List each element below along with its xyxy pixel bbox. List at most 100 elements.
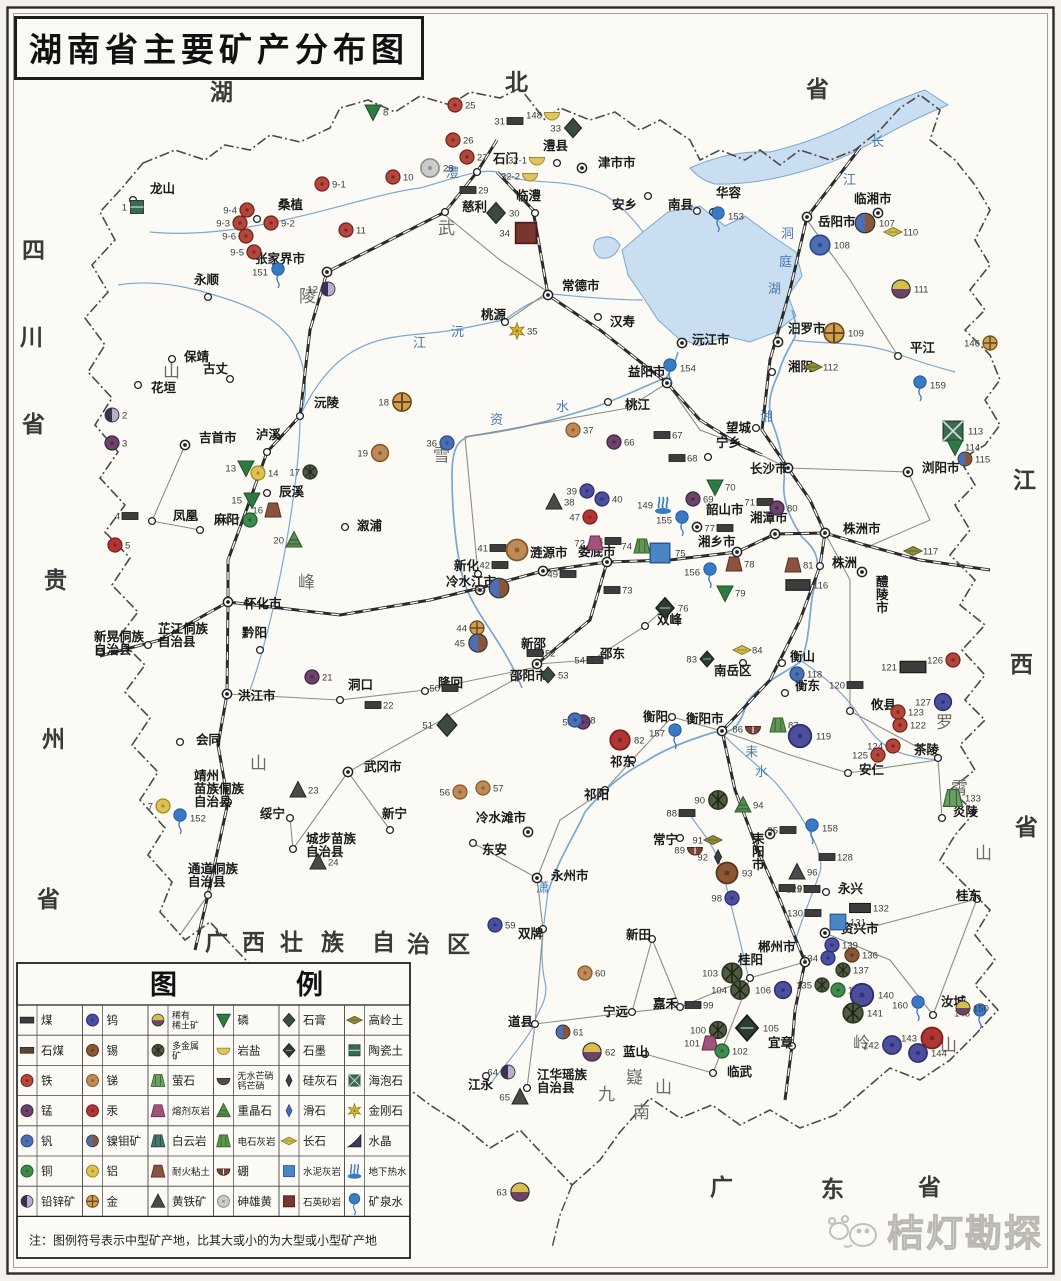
point-number: 122: [910, 721, 926, 732]
river-line: [799, 659, 939, 761]
city-marker-county: [95, 647, 105, 657]
mineral-symbol-coal: [491, 561, 509, 569]
city-marker-major: [872, 207, 884, 219]
point-number: 2: [122, 411, 127, 422]
mineral-symbol-pyrite: [309, 852, 327, 870]
mineral-symbol-pbzn: [320, 281, 336, 297]
point-number: 139: [842, 941, 858, 952]
point-number: 33: [550, 124, 561, 135]
legend-symbol-cement: [283, 1165, 295, 1178]
legend-symbol-iron: [20, 1074, 34, 1087]
mineral-symbol-tungsten: [820, 950, 836, 966]
point-number: 68: [687, 454, 698, 465]
city-label: 江华瑶族自治县: [537, 1067, 588, 1095]
legend-label: 岩盐: [238, 1043, 261, 1057]
mountain-label: 武: [438, 219, 455, 238]
mineral-symbol-spring: [973, 1003, 987, 1030]
legend-symbol-dolomite: [150, 1134, 166, 1148]
point-number: 61: [573, 1028, 584, 1039]
city-marker-county: [640, 1049, 650, 1059]
mineral-symbol-cement: [829, 913, 847, 931]
city-label: 泸溪: [256, 427, 282, 442]
mineral-symbol-iron: [885, 738, 901, 754]
point-number: 108: [834, 241, 850, 252]
city-marker-county: [195, 525, 205, 535]
city-marker-county: [262, 447, 272, 457]
point-number: 135: [796, 981, 812, 992]
point-number: 70: [725, 483, 736, 494]
city-marker-county: [473, 569, 483, 579]
city-label: 双牌: [517, 926, 544, 941]
mineral-symbol-cement: [649, 542, 671, 564]
point-number: 148: [526, 111, 542, 122]
city-marker-county: [667, 712, 677, 722]
point-number: 32-1: [508, 156, 527, 167]
point-number: 72: [574, 539, 585, 550]
mineral-symbol-antimony: [475, 780, 491, 796]
river-label: 长: [871, 134, 884, 149]
legend-symbol-nimo: [86, 1134, 99, 1148]
point-number: 43: [474, 584, 485, 595]
mineral-symbol-tungsten: [487, 917, 503, 933]
mineral-symbol-aluminum: [250, 465, 266, 481]
mineral-symbol-feldspar: [882, 226, 904, 238]
mineral-symbol-feldspar: [731, 644, 753, 656]
mineral-symbol-gem: [508, 321, 526, 341]
city-label: 靖州苗族侗族自治县: [194, 768, 245, 809]
legend-label: 铁: [41, 1075, 53, 1088]
city-marker-major: [531, 658, 543, 670]
city-label: 浏阳市: [922, 460, 960, 475]
mineral-symbol-gypsum: [540, 666, 556, 684]
city-label: 保靖: [183, 349, 210, 364]
legend-label: 锰: [41, 1104, 53, 1118]
legend-label: 黄铁矿: [172, 1194, 207, 1208]
legend-label: 陶瓷土: [369, 1043, 404, 1057]
mountain-label: 雪: [433, 446, 450, 465]
city-label: 醴陵市: [876, 574, 889, 615]
mineral-symbol-iron: [314, 176, 330, 192]
mineral-symbol-phos: [243, 492, 261, 510]
point-number: 24: [328, 858, 339, 869]
legend-symbol-mercury: [86, 1104, 99, 1118]
province-label: 西: [242, 930, 265, 955]
mineral-symbol-manganese: [685, 491, 701, 507]
province-label: 省: [21, 412, 45, 437]
mineral-symbol-iron: [232, 215, 248, 231]
point-number: 144: [931, 1049, 947, 1060]
city-marker-county: [972, 894, 982, 904]
mineral-symbol-iron: [338, 222, 354, 238]
legend-symbol-graphite: [282, 1042, 296, 1058]
city-label: 慈利: [462, 199, 487, 214]
mountain-label: 嶷: [626, 1068, 643, 1087]
city-label: 桃源: [481, 307, 507, 322]
page-title: 湖南省主要矿产分布图: [29, 33, 409, 69]
point-number: 26: [463, 136, 474, 147]
city-marker-county: [285, 813, 295, 823]
point-number: 53: [558, 671, 569, 682]
city-marker-county: [692, 206, 702, 216]
legend-symbol-stonecoal: [19, 1046, 35, 1054]
point-number: 119: [816, 732, 831, 743]
river-label: 沅: [451, 324, 464, 339]
city-label: 会同: [196, 732, 221, 747]
legend-label: 多金属矿: [172, 1040, 199, 1061]
city-label: 花垣: [151, 380, 177, 395]
mineral-symbol-nimo: [488, 577, 510, 599]
city-label: 涟源市: [530, 545, 568, 560]
railway-dash: [536, 561, 608, 665]
mineral-symbol-coal: [526, 649, 544, 657]
mineral-symbol-tungsten: [849, 982, 875, 1008]
mountain-label: 峰: [298, 573, 315, 592]
city-label: 冷水江市: [446, 574, 497, 589]
river-line: [117, 282, 307, 417]
legend-symbol-gold: [86, 1194, 99, 1208]
legend-symbol-flux: [150, 1104, 166, 1118]
point-number: 49: [547, 570, 558, 581]
mineral-symbol-poly: [302, 464, 318, 480]
legend-label: 熔剂灰岩: [172, 1106, 210, 1118]
mineral-symbol-boron: [744, 726, 762, 735]
mountain-label: 山: [975, 844, 992, 863]
legend-symbol-arsenic: [217, 1194, 230, 1208]
mineral-symbol-coal: [604, 537, 622, 545]
